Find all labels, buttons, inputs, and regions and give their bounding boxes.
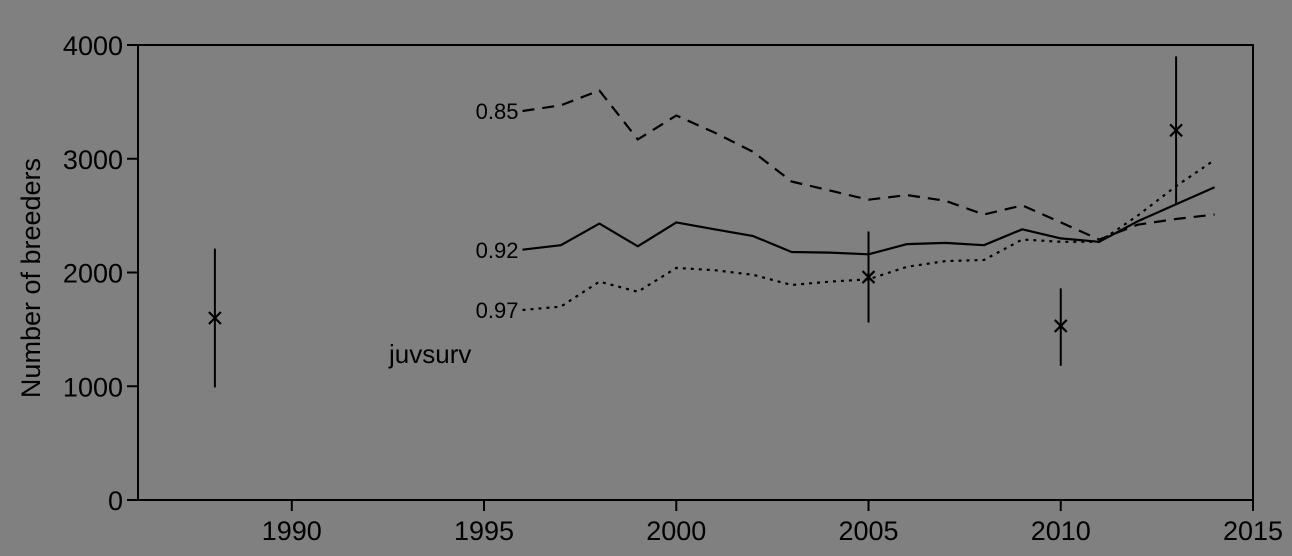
y-tick-label-0: 0: [108, 486, 123, 516]
x-tick-label-2000: 2000: [646, 516, 706, 546]
y-tick-label-2000: 2000: [63, 259, 123, 289]
series-label-0.97: 0.97: [476, 298, 519, 323]
x-tick-label-2015: 2015: [1223, 516, 1283, 546]
x-tick-label-1995: 1995: [454, 516, 514, 546]
observations-layer: [208, 56, 1183, 388]
observation-marker-2013: [1169, 123, 1183, 138]
labels-layer: Number of breeders juvsurv: [16, 158, 471, 398]
x-tick-label-2005: 2005: [838, 516, 898, 546]
y-tick-label-4000: 4000: [63, 31, 123, 61]
series-line-0.97: [522, 158, 1216, 312]
series-label-0.92: 0.92: [476, 238, 519, 263]
plot-frame: [137, 44, 1254, 501]
x-tick-label-2010: 2010: [1031, 516, 1091, 546]
y-axis-label: Number of breeders: [16, 158, 46, 398]
juvsurv-annotation: juvsurv: [388, 339, 471, 369]
observation-marker-2010: [1053, 319, 1068, 333]
y-tick-label-3000: 3000: [63, 145, 123, 175]
series-layer: 0.85 0.92 0.97: [476, 89, 1216, 323]
series-line-0.85: [522, 89, 1215, 241]
observation-marker-1988: [208, 311, 222, 325]
x-tick-label-1990: 1990: [262, 516, 322, 546]
axes-group: 1990 1995 2000 2005 2010 2015 0 1000 2000 3000 400…: [63, 31, 1283, 546]
series-label-0.85: 0.85: [476, 99, 519, 124]
y-tick-label-1000: 1000: [63, 372, 123, 402]
observation-marker-2005: [861, 270, 876, 284]
